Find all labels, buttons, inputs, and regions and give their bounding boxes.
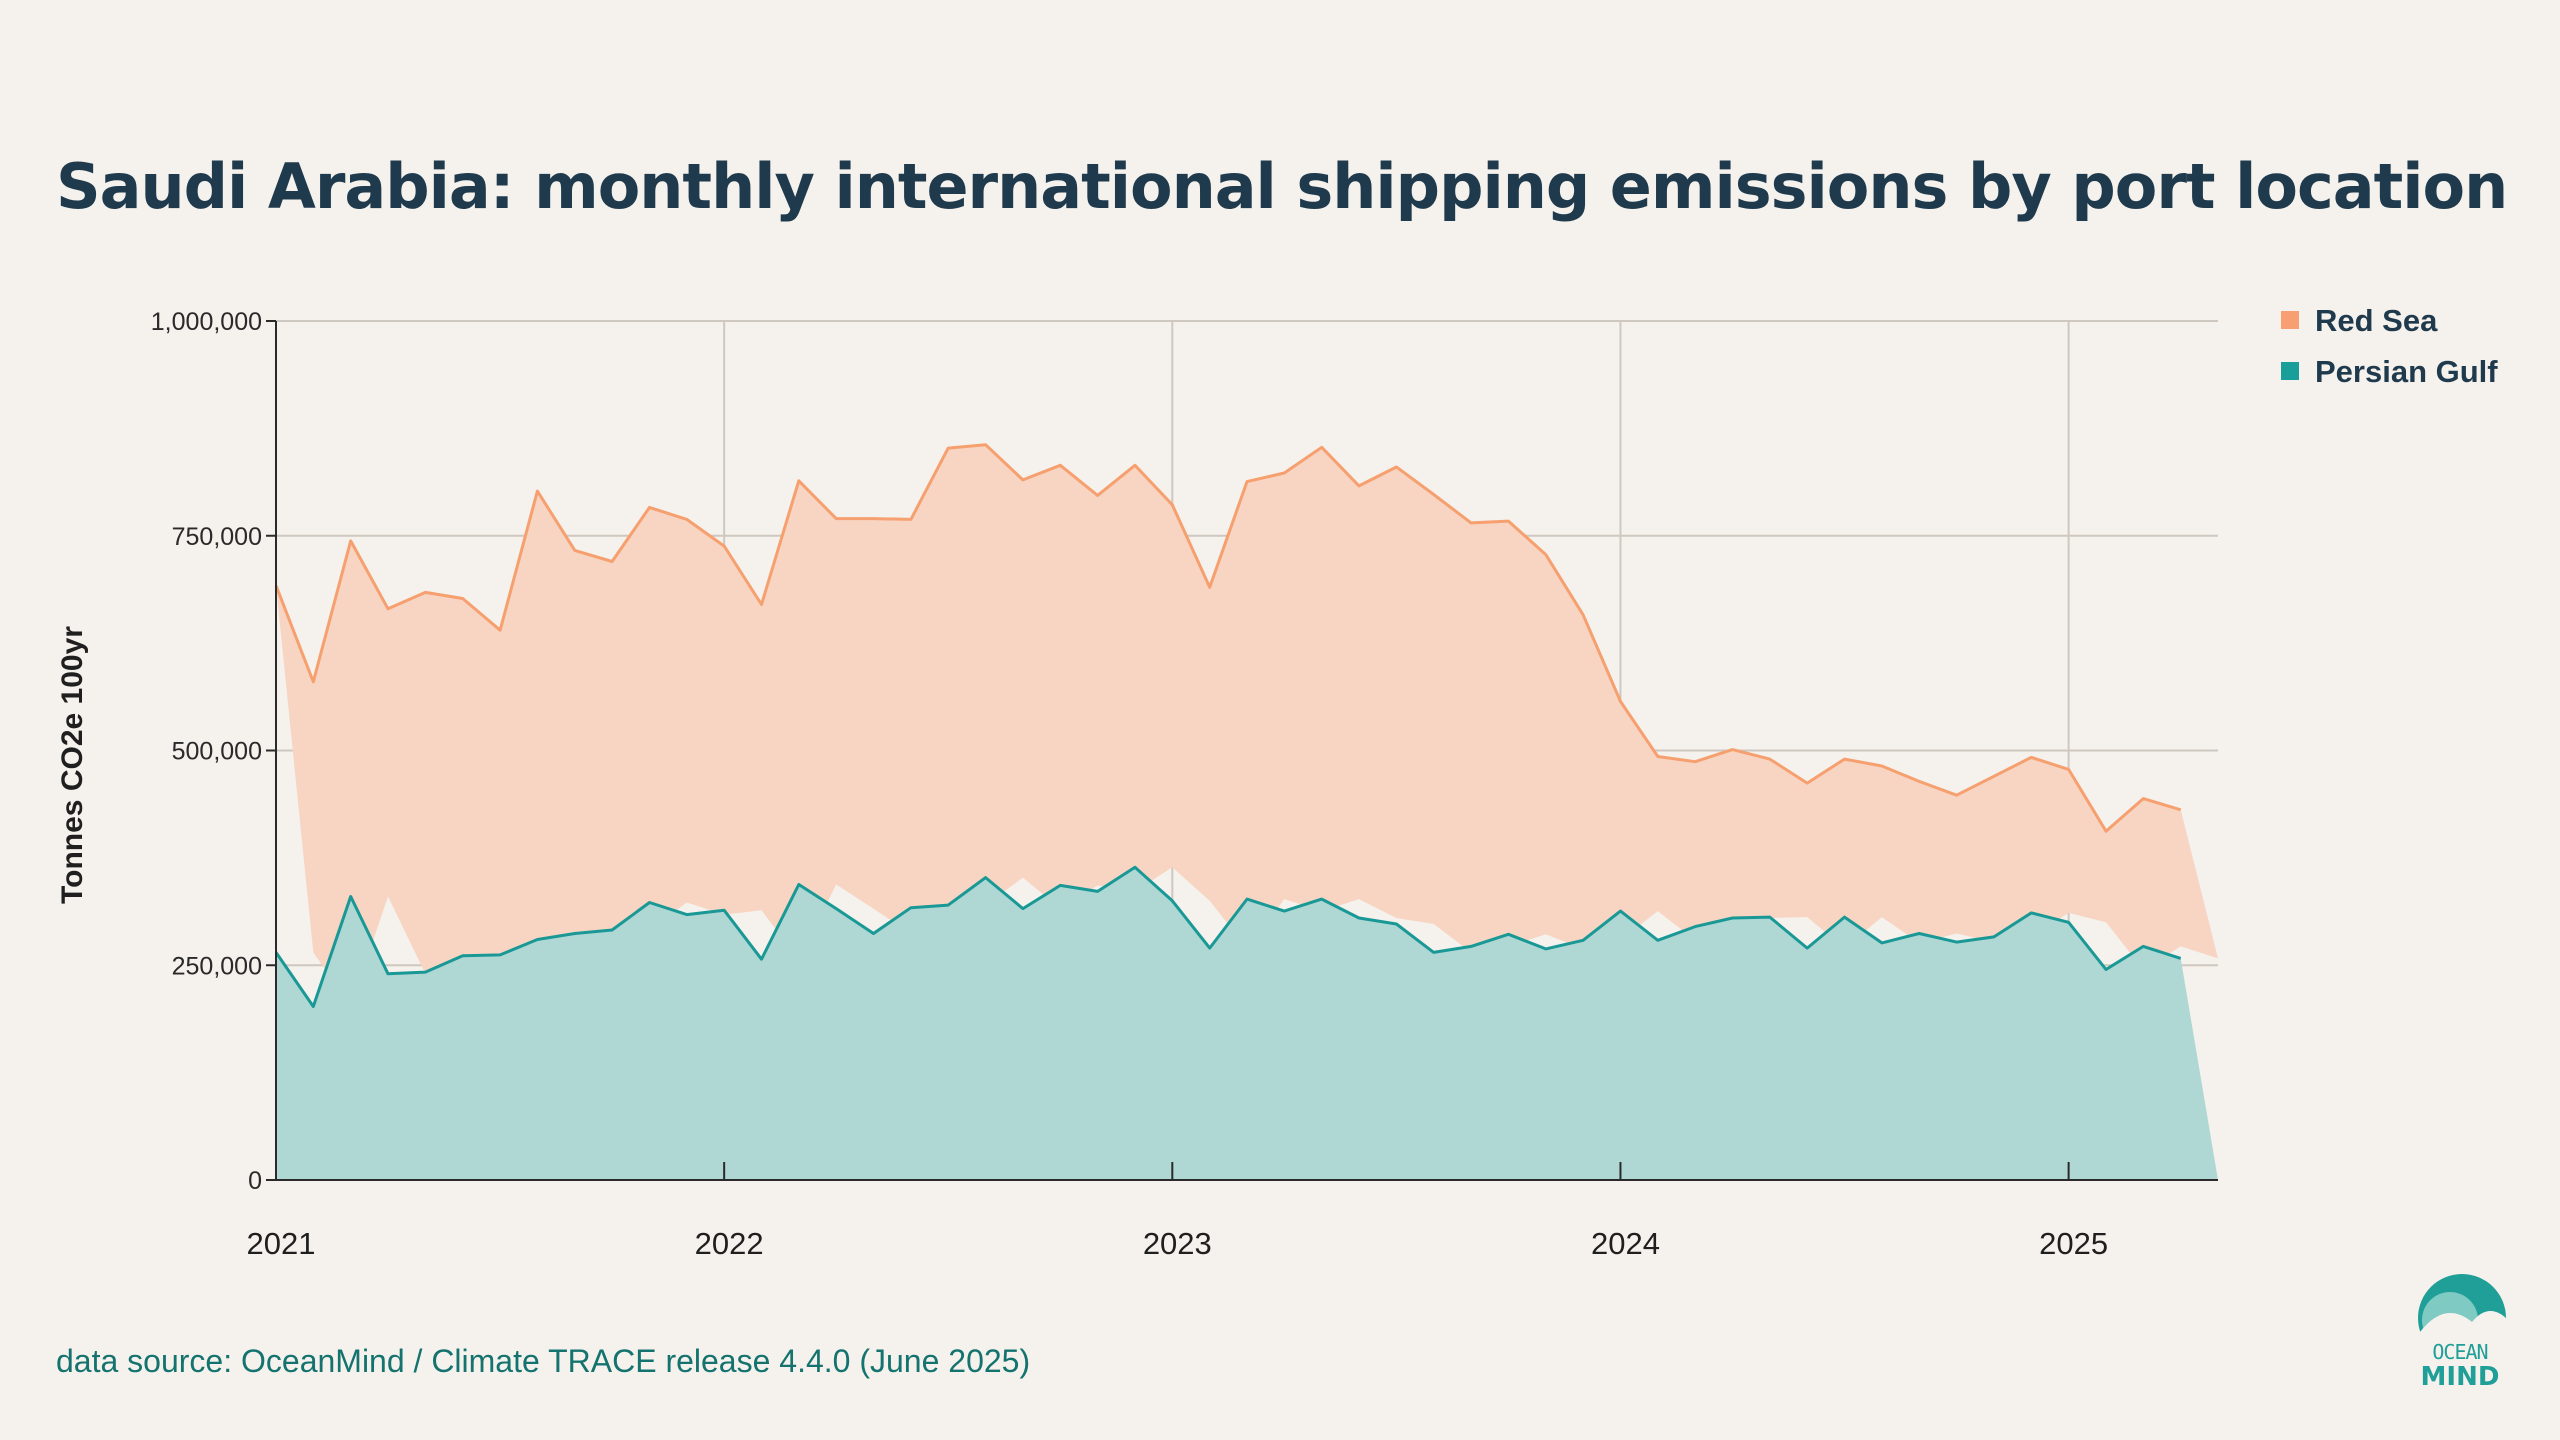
y-tick-label: 250,000 bbox=[172, 952, 262, 980]
x-tick-label: 2025 bbox=[2039, 1226, 2108, 1261]
legend: Red Sea Persian Gulf bbox=[2281, 303, 2498, 389]
legend-label-persian-gulf: Persian Gulf bbox=[2315, 354, 2498, 389]
x-tick-label: 2024 bbox=[1591, 1226, 1660, 1261]
persian-gulf-line bbox=[274, 865, 2182, 1008]
red-sea-line bbox=[274, 443, 2182, 833]
logo-text-mind: MIND bbox=[2421, 1362, 2500, 1392]
y-tick-label: 500,000 bbox=[172, 738, 262, 766]
axes bbox=[266, 320, 2218, 1181]
x-tick-label: 2022 bbox=[695, 1226, 764, 1261]
oceanmind-logo: OCEAN MIND bbox=[2418, 1274, 2510, 1392]
y-tick-label: 1,000,000 bbox=[151, 308, 262, 336]
x-tick-labels: 2021 2022 2023 2024 2025 bbox=[247, 1226, 2109, 1261]
y-tick-labels: 0 250,000 500,000 750,000 1,000,000 bbox=[151, 308, 262, 1195]
legend-swatch-persian-gulf bbox=[2281, 362, 2299, 380]
legend-label-red-sea: Red Sea bbox=[2315, 303, 2438, 338]
legend-item-red-sea[interactable]: Red Sea bbox=[2281, 303, 2438, 338]
y-tick-label: 750,000 bbox=[172, 523, 262, 551]
chart-title: Saudi Arabia: monthly international ship… bbox=[56, 150, 2508, 223]
legend-item-persian-gulf[interactable]: Persian Gulf bbox=[2281, 354, 2498, 389]
legend-swatch-red-sea bbox=[2281, 311, 2299, 329]
logo-text-ocean: OCEAN bbox=[2432, 1340, 2487, 1364]
red-sea-area bbox=[276, 444, 2218, 1007]
x-tick-label: 2021 bbox=[247, 1226, 316, 1261]
persian-gulf-area bbox=[276, 867, 2218, 1180]
y-axis-label: Tonnes CO2e 100yr bbox=[56, 626, 89, 904]
data-source-note: data source: OceanMind / Climate TRACE r… bbox=[56, 1343, 1031, 1379]
y-tick-label: 0 bbox=[248, 1167, 262, 1195]
x-tick-label: 2023 bbox=[1143, 1226, 1212, 1261]
